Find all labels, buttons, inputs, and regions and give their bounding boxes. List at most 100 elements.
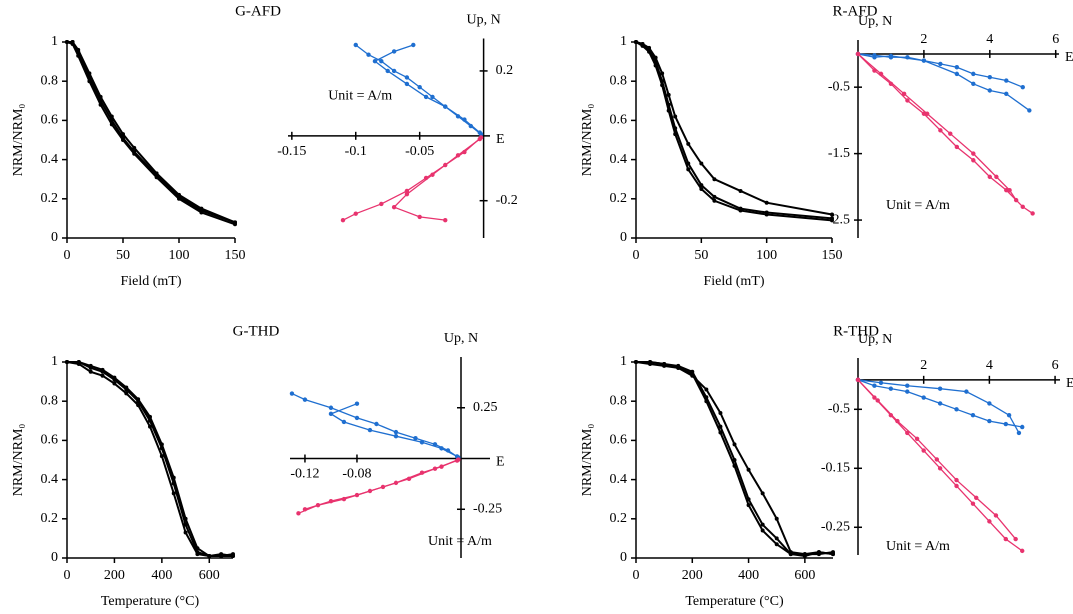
point — [954, 144, 960, 150]
point — [974, 495, 979, 500]
point — [379, 201, 384, 207]
point — [88, 369, 93, 374]
chart-title: R-AFD — [832, 3, 877, 19]
point — [354, 492, 360, 498]
point — [937, 386, 943, 391]
x-tick-label: 50 — [694, 248, 708, 263]
point — [660, 71, 665, 76]
point — [1003, 421, 1009, 427]
point — [199, 210, 204, 215]
point — [112, 381, 117, 386]
point — [1013, 536, 1018, 542]
y-tick-label: 1 — [620, 34, 627, 49]
x-axis-label: Field (mT) — [120, 274, 181, 289]
point — [183, 516, 188, 521]
point — [704, 399, 709, 404]
point — [430, 94, 435, 100]
point — [905, 98, 910, 103]
y-tick-label: 0.2 — [610, 511, 628, 526]
point — [391, 49, 397, 54]
point — [875, 398, 880, 403]
point — [233, 220, 237, 225]
point — [690, 371, 695, 376]
y-tick-label: 0 — [51, 550, 58, 565]
point — [454, 458, 460, 463]
y-tick-label: -0.5 — [828, 402, 850, 417]
axis-label-up: Up, N — [444, 331, 478, 346]
point — [1020, 548, 1025, 554]
point — [391, 68, 397, 74]
y-tick-label: -2.5 — [828, 212, 850, 227]
point — [970, 413, 976, 418]
point — [477, 130, 482, 135]
point — [76, 47, 81, 52]
point — [872, 55, 877, 60]
point — [121, 138, 125, 142]
point — [65, 40, 69, 44]
x-tick-label: -0.12 — [290, 467, 319, 482]
point — [648, 360, 653, 364]
y-tick-label: 0.4 — [41, 152, 59, 167]
point — [171, 491, 176, 496]
point — [914, 436, 920, 442]
x-tick-label: 6 — [1052, 32, 1059, 47]
point — [132, 145, 137, 150]
point — [764, 200, 769, 205]
y-tick-label: 1 — [620, 354, 627, 369]
point — [901, 91, 907, 97]
x-tick-label: 4 — [986, 358, 993, 373]
point — [987, 88, 993, 93]
point — [443, 104, 448, 109]
point — [124, 391, 129, 396]
y-tick-label: -0.25 — [821, 519, 850, 534]
point — [109, 114, 114, 119]
point — [718, 424, 723, 429]
x-tick-label: 150 — [822, 248, 843, 263]
point — [100, 367, 105, 372]
point — [954, 65, 960, 70]
chart-title: G-THD — [233, 323, 280, 339]
point — [404, 81, 410, 87]
point — [1020, 84, 1025, 90]
point — [878, 71, 884, 77]
point — [372, 59, 378, 64]
point — [888, 53, 894, 59]
x-axis-label: Field (mT) — [703, 274, 764, 289]
y-tick-label: -0.25 — [473, 501, 502, 516]
point — [971, 158, 976, 163]
point — [712, 177, 717, 182]
y-tick-label: 0 — [51, 230, 58, 245]
point — [1004, 78, 1009, 83]
x-tick-label: 0 — [633, 568, 640, 583]
y-axis-label: NRM/NRM₀ — [11, 424, 26, 497]
y-tick-label: -0.2 — [496, 193, 518, 208]
point — [666, 108, 671, 113]
point — [1030, 211, 1035, 216]
point — [302, 507, 308, 512]
point — [704, 387, 709, 392]
point — [199, 206, 204, 211]
point — [419, 440, 425, 445]
point — [895, 418, 900, 424]
y-tick-label: 0.6 — [41, 113, 59, 128]
point — [774, 542, 779, 547]
y-tick-label: 1 — [51, 354, 58, 369]
y-tick-label: 0.4 — [610, 152, 628, 167]
point — [954, 477, 959, 483]
curve — [66, 361, 234, 558]
point — [934, 457, 940, 462]
point — [154, 171, 159, 176]
point — [905, 383, 910, 388]
point — [718, 410, 723, 415]
point — [905, 389, 910, 394]
axis-label-up: Up, N — [858, 14, 892, 29]
point — [970, 501, 976, 506]
point — [760, 522, 765, 527]
y-tick-label: 0.4 — [610, 472, 628, 487]
point — [65, 360, 69, 364]
point — [971, 71, 976, 77]
point — [921, 395, 926, 400]
point — [1020, 204, 1025, 209]
point — [417, 84, 422, 90]
